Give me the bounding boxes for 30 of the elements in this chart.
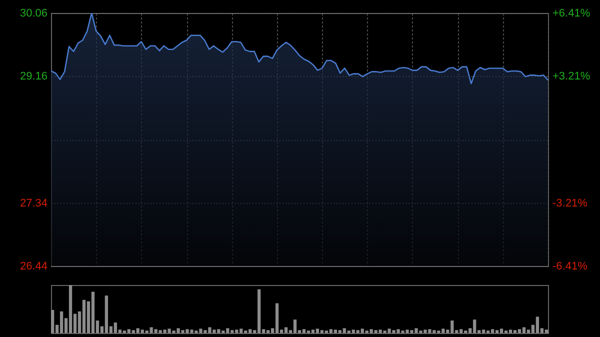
bar [522,327,526,333]
bar [320,330,324,333]
bar [536,316,540,333]
bar [82,300,86,333]
y-tick-label: 26.44 [20,260,48,272]
y-tick-label: 29.16 [20,70,48,82]
bar [104,296,108,333]
bar [51,310,54,333]
bar [544,330,548,333]
bar [490,329,494,333]
bar [495,330,499,333]
bar [284,327,288,333]
bar [508,330,512,333]
bar [302,329,306,333]
bar [316,328,320,333]
bar [68,285,72,333]
y-tick-label: 27.34 [20,198,48,210]
y2-tick-label: +3.21% [552,70,590,83]
bar [275,303,279,333]
y2-tick-label: -3.21% [552,197,588,210]
y-tick-label: 30.06 [20,8,48,20]
y2-tick-label: -6.41% [552,260,588,272]
bar [513,330,517,333]
bar [518,329,522,333]
bar [293,320,297,333]
bar [91,292,95,333]
bar [60,311,64,333]
bar [311,330,315,333]
y2-tick-label: +6.41% [552,8,590,20]
bar [500,328,504,333]
